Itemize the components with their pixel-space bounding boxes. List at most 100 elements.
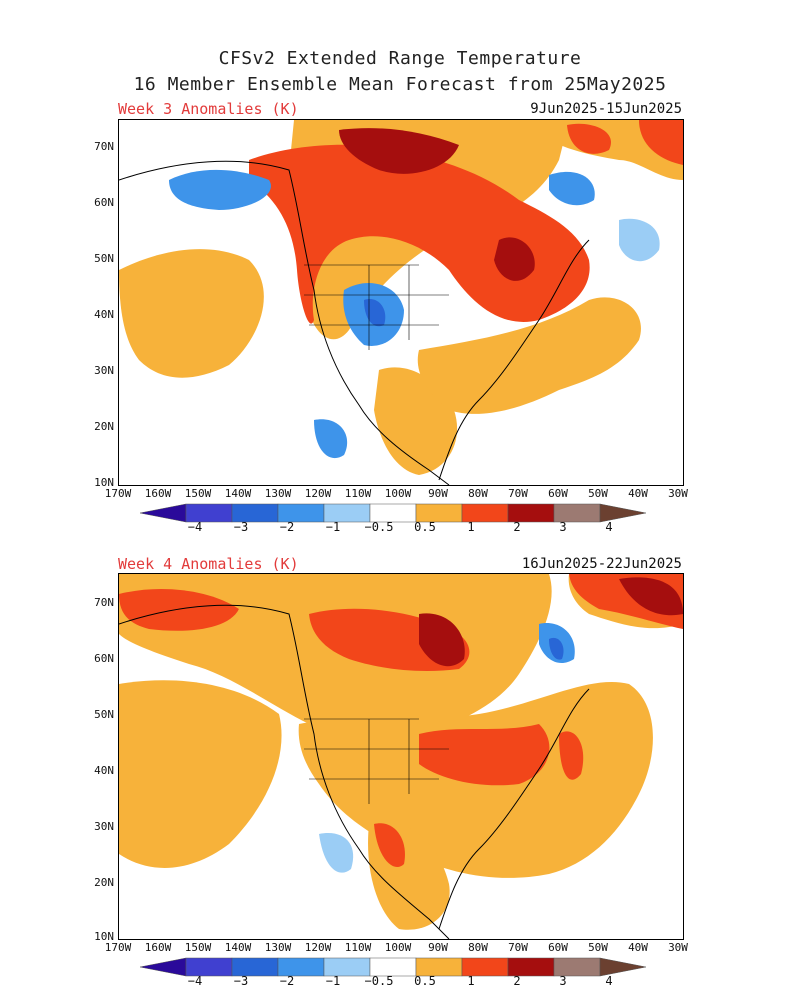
cb-label: −4	[187, 974, 203, 988]
anomaly-region	[419, 613, 465, 667]
lat-label: 20N	[94, 420, 114, 433]
lon-label: 150W	[184, 941, 212, 954]
lon-label: 30W	[668, 487, 688, 500]
state-borders	[304, 718, 449, 804]
anomaly-region	[549, 171, 595, 206]
cb-label: −3	[233, 974, 249, 988]
cb-label: −0.5	[364, 520, 394, 534]
lon-label: 50W	[588, 487, 608, 500]
lat-label: 40N	[94, 308, 114, 321]
state-borders	[304, 264, 449, 350]
cb-label: −0.5	[364, 974, 394, 988]
anomaly-region	[494, 237, 535, 281]
title-line-2: 16 Member Ensemble Mean Forecast from 25…	[133, 74, 667, 95]
anomaly-region	[249, 144, 590, 324]
lat-label: 60N	[94, 196, 114, 209]
cb-label: 2	[513, 520, 521, 534]
lat-label: 50N	[94, 708, 114, 721]
lon-label: 40W	[628, 487, 648, 500]
week4-dates: 16Jun2025-22Jun2025	[521, 556, 682, 572]
anomaly-region	[374, 823, 405, 868]
lat-label: 30N	[94, 820, 114, 833]
lat-label: 70N	[94, 140, 114, 153]
colorbar-svg	[139, 957, 647, 977]
coastline	[119, 160, 590, 485]
lon-label: 50W	[588, 941, 608, 954]
cb-label: 0.5	[414, 974, 436, 988]
colorbar-labels-week3: −4 −3 −2 −1 −0.5 0.5 1 2 3 4	[0, 520, 800, 538]
anomaly-region	[339, 128, 459, 174]
anomaly-region	[119, 680, 282, 868]
cb-label: 1	[467, 974, 475, 988]
title-line-1: CFSv2 Extended Range Temperature	[218, 48, 582, 69]
lon-label: 140W	[224, 941, 252, 954]
week4-label: Week 4 Anomalies (K)	[118, 555, 299, 573]
lon-label: 110W	[344, 941, 372, 954]
week3-label: Week 3 Anomalies (K)	[118, 100, 299, 118]
lon-label: 130W	[264, 941, 292, 954]
lat-label: 60N	[94, 652, 114, 665]
lon-label: 140W	[224, 487, 252, 500]
anomaly-region	[567, 123, 611, 154]
anomaly-region	[314, 419, 348, 459]
cb-label: 3	[559, 520, 567, 534]
week3-dates: 9Jun2025-15Jun2025	[530, 101, 682, 117]
colorbar-svg	[139, 503, 647, 523]
cb-label: 0.5	[414, 520, 436, 534]
week4-map	[118, 573, 684, 940]
anomaly-region	[169, 169, 271, 210]
lon-label: 60W	[548, 487, 568, 500]
lat-label: 70N	[94, 596, 114, 609]
lon-label: 150W	[184, 487, 212, 500]
lon-label: 90W	[428, 487, 448, 500]
colorbar-swatch	[599, 503, 647, 523]
lon-label: 170W	[104, 487, 132, 500]
anomaly-region	[119, 589, 239, 631]
anomaly-region	[364, 299, 386, 327]
lon-label: 70W	[508, 487, 528, 500]
lon-label: 80W	[468, 941, 488, 954]
lon-label: 40W	[628, 941, 648, 954]
anomaly-region	[619, 218, 660, 262]
lon-label: 100W	[384, 487, 412, 500]
lon-label: 80W	[468, 487, 488, 500]
lat-label: 50N	[94, 252, 114, 265]
lon-label: 110W	[344, 487, 372, 500]
week3-map	[118, 119, 684, 486]
anomaly-region	[417, 297, 641, 414]
colorbar-labels-week4: −4 −3 −2 −1 −0.5 0.5 1 2 3 4	[0, 974, 800, 992]
lat-label: 20N	[94, 876, 114, 889]
lon-label: 170W	[104, 941, 132, 954]
lat-label: 30N	[94, 364, 114, 377]
anomaly-region	[119, 249, 264, 378]
lon-label: 120W	[304, 941, 332, 954]
anomaly-region	[639, 120, 683, 165]
cb-label: −4	[187, 520, 203, 534]
cb-label: 4	[605, 974, 613, 988]
lat-label: 10N	[94, 476, 114, 489]
anomaly-region	[619, 577, 683, 616]
anomaly-region	[549, 637, 564, 660]
colorbar-week4	[139, 957, 660, 997]
lon-label: 120W	[304, 487, 332, 500]
colorbar-swatch	[599, 957, 647, 977]
lat-label: 40N	[94, 764, 114, 777]
lon-label: 160W	[144, 941, 172, 954]
colorbar-week3	[139, 503, 660, 543]
cb-label: 4	[605, 520, 613, 534]
anomaly-region	[319, 833, 354, 873]
lon-label: 130W	[264, 487, 292, 500]
cb-label: −2	[279, 974, 295, 988]
lon-label: 90W	[428, 941, 448, 954]
lon-label: 160W	[144, 487, 172, 500]
cb-label: 1	[467, 520, 475, 534]
lat-label: 10N	[94, 930, 114, 943]
cb-label: 2	[513, 974, 521, 988]
lon-label: 30W	[668, 941, 688, 954]
lon-label: 70W	[508, 941, 528, 954]
coastline	[119, 604, 590, 939]
cb-label: −3	[233, 520, 249, 534]
anomaly-region	[419, 724, 550, 786]
lon-label: 100W	[384, 941, 412, 954]
anomaly-region	[559, 731, 584, 780]
